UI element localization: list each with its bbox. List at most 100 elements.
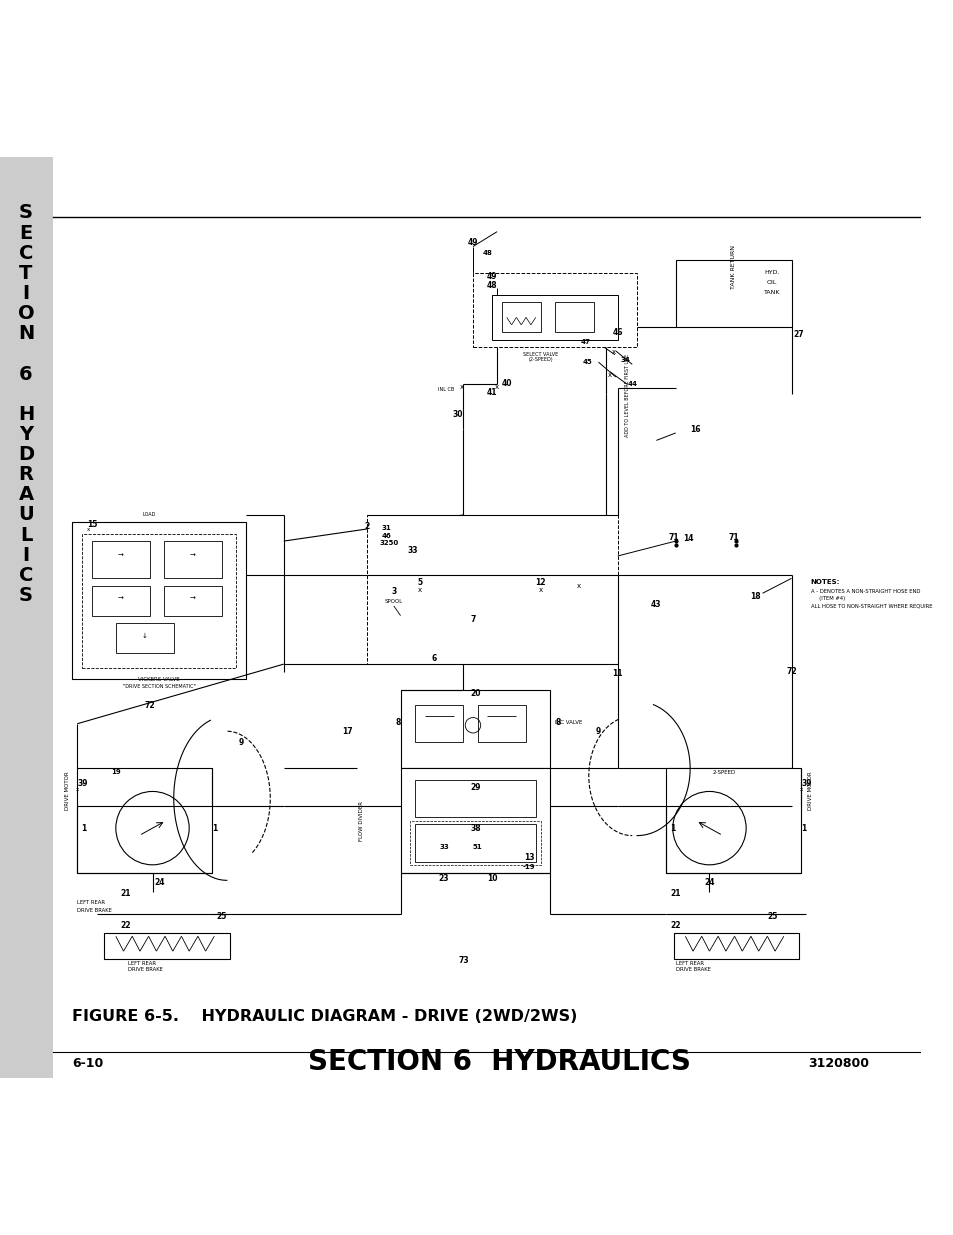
Text: DRIVE MOTOR: DRIVE MOTOR <box>65 772 70 810</box>
Text: LEFT REAR: LEFT REAR <box>129 961 156 966</box>
Text: 47: 47 <box>580 338 590 345</box>
Text: 72: 72 <box>144 700 154 710</box>
Text: 9: 9 <box>596 726 600 736</box>
Text: 51: 51 <box>473 844 482 850</box>
Text: x: x <box>87 527 91 532</box>
Text: I: I <box>23 546 30 564</box>
Text: 1: 1 <box>801 824 805 832</box>
Text: 24: 24 <box>703 878 714 887</box>
Text: TANK: TANK <box>763 289 780 294</box>
Text: x: x <box>577 583 580 589</box>
Text: 72: 72 <box>785 667 796 676</box>
Text: x: x <box>417 587 421 593</box>
Text: 23: 23 <box>438 874 449 883</box>
Text: →: → <box>117 553 124 559</box>
Text: N: N <box>18 325 34 343</box>
Text: 13: 13 <box>523 853 534 862</box>
Text: C: C <box>19 566 33 585</box>
Bar <box>473 273 637 347</box>
Text: HYD.: HYD. <box>763 270 780 275</box>
Text: 24: 24 <box>153 878 164 887</box>
Text: 8: 8 <box>395 718 400 726</box>
Bar <box>673 932 799 958</box>
Text: S: S <box>19 585 33 605</box>
Text: 16: 16 <box>689 425 700 433</box>
Text: VICKERS VALVE: VICKERS VALVE <box>138 677 180 682</box>
Text: D: D <box>18 445 34 464</box>
Text: -19: -19 <box>522 864 535 869</box>
Text: E/C VALVE: E/C VALVE <box>555 720 581 725</box>
Text: 71: 71 <box>727 532 739 542</box>
Text: I: I <box>23 284 30 303</box>
Text: 21: 21 <box>120 888 131 898</box>
Text: 9: 9 <box>238 737 244 747</box>
Text: 49: 49 <box>467 238 477 247</box>
Bar <box>400 768 550 873</box>
Bar <box>91 541 150 578</box>
Text: S: S <box>19 204 33 222</box>
Text: FIGURE 6-5.    HYDRAULIC DIAGRAM - DRIVE (2WD/2WS): FIGURE 6-5. HYDRAULIC DIAGRAM - DRIVE (2… <box>72 1009 578 1024</box>
Text: x: x <box>607 372 612 378</box>
Text: 45: 45 <box>582 359 592 366</box>
Text: 30: 30 <box>452 410 462 419</box>
Text: 10: 10 <box>487 874 497 883</box>
Text: 21: 21 <box>670 888 680 898</box>
Bar <box>415 779 536 818</box>
Text: x: x <box>611 350 616 356</box>
Text: 29: 29 <box>470 783 480 792</box>
Text: INL CB: INL CB <box>437 388 454 393</box>
Text: 39: 39 <box>801 779 811 788</box>
Text: T: T <box>19 264 32 283</box>
Bar <box>415 825 536 862</box>
Text: ALL HOSE TO NON-STRAIGHT WHERE REQUIRE: ALL HOSE TO NON-STRAIGHT WHERE REQUIRE <box>810 604 931 609</box>
Text: 31: 31 <box>381 525 391 531</box>
Bar <box>82 534 236 668</box>
Text: 18: 18 <box>749 593 760 601</box>
Text: 39: 39 <box>77 779 88 788</box>
Bar <box>555 303 593 332</box>
Text: DRIVE BRAKE: DRIVE BRAKE <box>129 967 163 972</box>
Text: A - DENOTES A NON-STRAIGHT HOSE END: A - DENOTES A NON-STRAIGHT HOSE END <box>810 589 920 594</box>
Text: 48: 48 <box>482 249 492 256</box>
Text: ↓: ↓ <box>142 632 148 638</box>
Text: 19: 19 <box>111 769 121 776</box>
Text: 17: 17 <box>342 726 353 736</box>
Text: NOTES:: NOTES: <box>810 579 840 585</box>
Text: "DRIVE SECTION SCHEMATIC": "DRIVE SECTION SCHEMATIC" <box>123 684 195 689</box>
Text: 3250: 3250 <box>379 540 398 546</box>
Text: DRIVE BRAKE: DRIVE BRAKE <box>675 967 710 972</box>
Text: 41: 41 <box>487 388 497 398</box>
Text: 1: 1 <box>669 824 675 832</box>
Text: FLOW DIVIDER: FLOW DIVIDER <box>359 800 364 841</box>
Text: (ITEM #4): (ITEM #4) <box>810 597 844 601</box>
Bar <box>400 690 550 768</box>
Bar <box>501 303 540 332</box>
Text: A: A <box>18 485 33 504</box>
Text: 1: 1 <box>213 824 217 832</box>
Bar <box>366 515 618 664</box>
Text: OIL: OIL <box>766 280 777 285</box>
Text: 48: 48 <box>486 280 497 290</box>
Text: →: → <box>190 553 195 559</box>
Text: 6: 6 <box>432 655 436 663</box>
Text: R: R <box>18 466 33 484</box>
Text: 49: 49 <box>487 272 497 280</box>
Text: 34: 34 <box>619 357 630 363</box>
Text: 15: 15 <box>87 520 97 529</box>
Text: Y: Y <box>19 425 33 443</box>
Text: 22: 22 <box>670 920 680 930</box>
Text: TANK RETURN: TANK RETURN <box>730 246 736 289</box>
Text: →: → <box>190 595 195 601</box>
Bar <box>492 295 618 340</box>
Text: 14: 14 <box>682 535 693 543</box>
Text: U: U <box>18 505 34 525</box>
Text: LEFT REAR: LEFT REAR <box>675 961 703 966</box>
Text: 22: 22 <box>120 920 131 930</box>
Text: DRIVE MOTOR: DRIVE MOTOR <box>807 772 813 810</box>
Text: (2-SPEED): (2-SPEED) <box>528 357 553 362</box>
Text: 27: 27 <box>793 330 803 340</box>
Bar <box>0 157 53 1078</box>
Text: 6: 6 <box>19 364 32 384</box>
Text: LEFT REAR: LEFT REAR <box>77 900 105 905</box>
Text: 25: 25 <box>766 911 777 920</box>
